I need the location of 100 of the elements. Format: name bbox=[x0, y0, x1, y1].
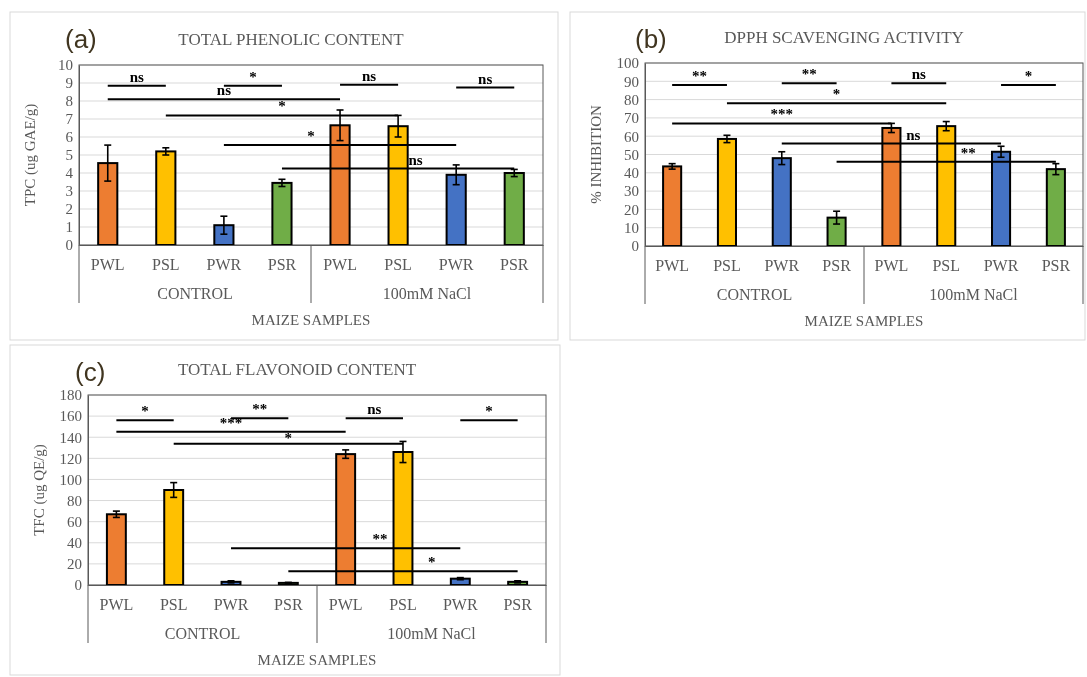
y-tick-label: 1 bbox=[65, 219, 73, 236]
y-tick-label: 5 bbox=[65, 147, 73, 164]
bar bbox=[155, 150, 177, 246]
annotation: ** bbox=[252, 401, 268, 418]
x-tick-label: PWL bbox=[655, 257, 690, 275]
y-tick-label: 40 bbox=[67, 535, 82, 552]
y-tick-label: 100 bbox=[616, 55, 639, 72]
text: 100mM NaCl bbox=[382, 285, 472, 302]
annotation: *** bbox=[770, 106, 794, 123]
x-tick-label: PWR bbox=[764, 257, 800, 275]
x-tick-label: PSR bbox=[1041, 257, 1071, 275]
x-tick-label: PWL bbox=[99, 596, 134, 614]
text: 100mM NaCl bbox=[929, 286, 1019, 303]
bar bbox=[105, 513, 127, 586]
bar bbox=[716, 137, 737, 247]
chart-title: TOTAL PHENOLIC CONTENT bbox=[178, 30, 405, 49]
bar bbox=[335, 453, 357, 586]
x-tick-label: PSR bbox=[503, 596, 533, 614]
bar bbox=[503, 172, 525, 246]
x-tick-label: PWR bbox=[206, 256, 242, 274]
annotation: * bbox=[1024, 67, 1033, 84]
text: (b) bbox=[635, 24, 667, 54]
x-tick-label: PSL bbox=[389, 596, 417, 614]
x-axis-title: MAIZE SAMPLES bbox=[251, 312, 371, 328]
y-tick-label: 50 bbox=[624, 146, 639, 163]
annotation: * bbox=[485, 403, 493, 420]
text: (a) bbox=[65, 24, 97, 54]
annotation: * bbox=[832, 86, 841, 103]
x-tick-label: PSR bbox=[822, 257, 852, 275]
x-tick-label: PSL bbox=[152, 256, 180, 274]
y-tick-label: 10 bbox=[624, 220, 639, 236]
x-tick-label: PSL bbox=[384, 256, 412, 274]
y-tick-label: 0 bbox=[631, 238, 639, 255]
y-tick-label: 0 bbox=[74, 577, 82, 594]
y-tick-label: 80 bbox=[624, 91, 639, 108]
annotation: *** bbox=[219, 414, 243, 431]
bar bbox=[1045, 168, 1066, 247]
annotation: ** bbox=[801, 66, 817, 83]
annotation: * bbox=[307, 128, 315, 145]
y-tick-label: 60 bbox=[624, 128, 639, 145]
y-axis-title: TFC (ug QE/g) bbox=[31, 444, 48, 536]
y-tick-label: 90 bbox=[624, 73, 639, 90]
annotation: ns bbox=[367, 401, 382, 418]
annotation: * bbox=[249, 68, 257, 85]
y-tick-label: 70 bbox=[624, 110, 639, 127]
x-tick-label: PWR bbox=[442, 596, 478, 614]
y-tick-label: 30 bbox=[624, 183, 639, 200]
y-tick-label: 2 bbox=[65, 201, 73, 218]
y-tick-label: 7 bbox=[65, 111, 74, 128]
annotation: ns bbox=[361, 67, 377, 84]
y-tick-label: 20 bbox=[67, 556, 82, 573]
x-tick-label: PSL bbox=[713, 257, 741, 275]
x-axis-title: MAIZE SAMPLES bbox=[804, 313, 924, 329]
y-tick-label: 0 bbox=[65, 237, 73, 254]
y-tick-label: 8 bbox=[65, 93, 73, 110]
bar bbox=[662, 165, 683, 247]
bar bbox=[936, 125, 957, 247]
annotation: ns bbox=[911, 66, 927, 83]
bar bbox=[271, 181, 293, 246]
y-tick-label: 120 bbox=[59, 450, 82, 467]
annotation: ** bbox=[692, 67, 708, 84]
y-tick-label: 180 bbox=[59, 387, 82, 404]
x-tick-label: PWL bbox=[90, 256, 125, 274]
y-tick-label: 20 bbox=[624, 201, 639, 218]
bar bbox=[991, 150, 1012, 247]
annotation: ** bbox=[960, 144, 976, 161]
x-tick-label: PSR bbox=[274, 596, 303, 614]
annotation: ns bbox=[906, 126, 921, 143]
x-axis-title: MAIZE SAMPLES bbox=[257, 652, 377, 668]
chart-title: DPPH SCAVENGING ACTIVITY bbox=[724, 28, 964, 47]
y-axis-title: % INHIBITION bbox=[588, 104, 604, 204]
y-tick-label: 40 bbox=[624, 165, 639, 182]
y-axis-title: TPC (ug GAE/g) bbox=[22, 103, 39, 207]
text: CONTROL bbox=[716, 286, 793, 303]
bar bbox=[826, 216, 847, 247]
x-tick-label: PSL bbox=[932, 257, 961, 275]
bar bbox=[771, 157, 792, 247]
x-tick-label: PSR bbox=[500, 256, 529, 274]
y-tick-label: 9 bbox=[65, 75, 73, 92]
x-tick-label: PWR bbox=[438, 256, 474, 274]
annotation: ns bbox=[408, 151, 423, 168]
annotation: ** bbox=[372, 531, 388, 548]
y-tick-label: 4 bbox=[65, 165, 74, 182]
annotation: * bbox=[278, 98, 286, 115]
annotation: ns bbox=[129, 68, 145, 85]
text: (c) bbox=[75, 357, 106, 387]
y-tick-label: 6 bbox=[65, 129, 74, 146]
text: CONTROL bbox=[157, 285, 233, 302]
y-tick-label: 100 bbox=[59, 471, 82, 488]
x-tick-label: PWR bbox=[983, 257, 1019, 275]
text: CONTROL bbox=[164, 625, 241, 642]
annotation: * bbox=[427, 554, 436, 571]
annotation: ns bbox=[216, 82, 232, 99]
y-tick-label: 80 bbox=[67, 492, 82, 509]
y-tick-label: 60 bbox=[67, 513, 82, 530]
annotation: * bbox=[284, 429, 293, 446]
x-tick-label: PWL bbox=[874, 257, 909, 275]
y-tick-label: 140 bbox=[59, 429, 82, 446]
text: 100mM NaCl bbox=[387, 625, 477, 642]
x-tick-label: PWR bbox=[213, 596, 249, 614]
